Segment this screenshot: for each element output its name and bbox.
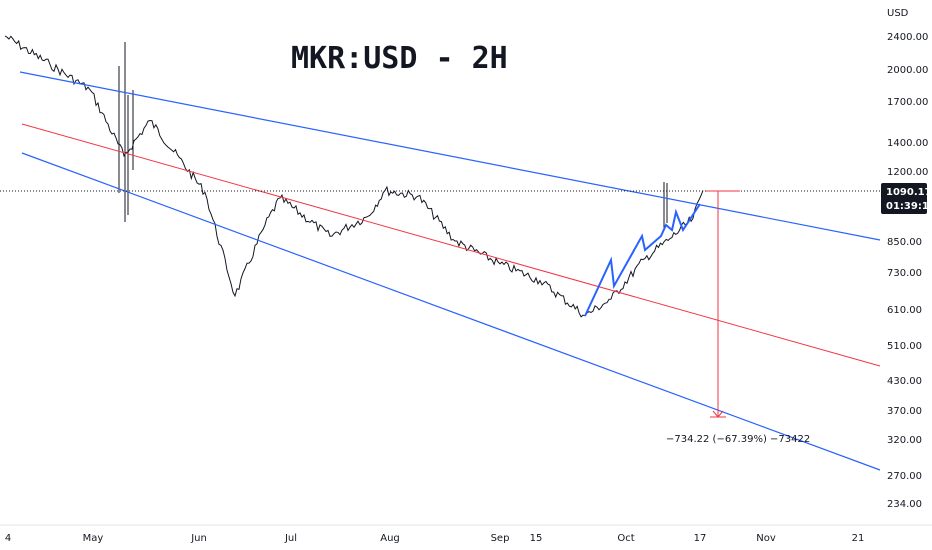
y-tick-label: 2000.00: [887, 65, 928, 76]
currency-label: USD: [887, 8, 909, 19]
y-tick-label: 610.00: [887, 305, 922, 316]
y-tick-label: 430.00: [887, 376, 922, 387]
x-tick-label: 17: [694, 533, 707, 544]
x-tick-label: Sep: [491, 533, 510, 544]
x-tick-label: May: [83, 533, 104, 544]
price-line: [4, 35, 704, 318]
y-tick-label: 730.00: [887, 268, 922, 279]
current-price-value: 1090.17: [886, 187, 932, 198]
current-price-badge: 1090.17 01:39:16: [881, 183, 932, 214]
y-tick-label: 1400.00: [887, 138, 928, 149]
y-tick-label: 370.00: [887, 406, 922, 417]
measure-label: −734.22 (−67.39%) −73422: [666, 434, 810, 445]
channel-mid-line[interactable]: [21, 123, 881, 367]
chart-title: MKR:USD - 2H: [291, 41, 508, 76]
y-tick-label: 2400.00: [887, 32, 928, 43]
price-series: [4, 35, 704, 318]
y-tick-label: 234.00: [887, 499, 922, 510]
y-tick-label: 1700.00: [887, 97, 928, 108]
x-tick-label: 4: [5, 533, 11, 544]
x-tick-label: 15: [530, 533, 543, 544]
countdown-timer: 01:39:16: [886, 201, 932, 212]
x-tick-label: Jul: [284, 533, 297, 544]
y-tick-label: 510.00: [887, 341, 922, 352]
price-axis[interactable]: USD 2400.00 2000.00 1700.00 1400.00 1200.00 8…: [887, 8, 928, 510]
time-axis[interactable]: 4 May Jun Jul Aug Sep 15 Oct 17 Nov 21: [5, 533, 865, 544]
x-tick-label: Nov: [756, 533, 776, 544]
x-tick-label: Oct: [617, 533, 634, 544]
channel-lower-line[interactable]: [21, 152, 881, 471]
channel-upper-line[interactable]: [19, 71, 881, 241]
measure-tool[interactable]: −734.22 (−67.39%) −73422: [666, 190, 810, 445]
y-tick-label: 850.00: [887, 237, 922, 248]
y-tick-label: 1200.00: [887, 167, 928, 178]
x-tick-label: Jun: [190, 533, 207, 544]
volatility-wicks: [118, 42, 668, 228]
x-tick-label: Aug: [380, 533, 400, 544]
y-tick-label: 320.00: [887, 435, 922, 446]
zigzag-trend-line[interactable]: [584, 203, 701, 317]
y-tick-label: 270.00: [887, 471, 922, 482]
x-tick-label: 21: [852, 533, 865, 544]
